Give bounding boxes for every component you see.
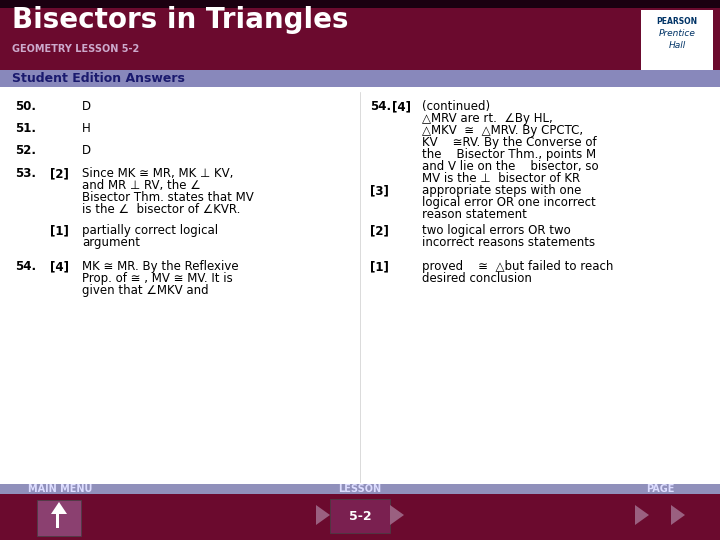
Bar	[0, 8, 720, 72]
Polygon shape	[671, 505, 685, 525]
Text: [4]: [4]	[392, 100, 411, 113]
Text: Prentice: Prentice	[659, 30, 696, 38]
Text: Student Edition Answers: Student Edition Answers	[12, 72, 185, 85]
Text: D: D	[82, 144, 91, 157]
Text: given that ∠MKV and: given that ∠MKV and	[82, 284, 209, 297]
Polygon shape	[51, 502, 67, 514]
Text: [2]: [2]	[50, 167, 69, 180]
Text: △MKV  ≅  △MRV. By CPCTC,: △MKV ≅ △MRV. By CPCTC,	[422, 124, 583, 137]
Text: [1]: [1]	[50, 224, 69, 237]
Text: [1]: [1]	[370, 260, 389, 273]
Text: appropriate steps with one: appropriate steps with one	[422, 184, 581, 197]
Text: MAIN MENU: MAIN MENU	[28, 484, 92, 494]
Text: 54.: 54.	[370, 100, 391, 113]
Text: (continued): (continued)	[422, 100, 490, 113]
Text: MK ≅ MR. By the Reflexive: MK ≅ MR. By the Reflexive	[82, 260, 238, 273]
Text: 53.: 53.	[15, 167, 36, 180]
Text: PAGE: PAGE	[646, 484, 674, 494]
Polygon shape	[56, 514, 59, 528]
Bar	[37, 500, 81, 536]
Text: [4]: [4]	[50, 260, 69, 273]
Text: 50.: 50.	[15, 100, 36, 113]
Text: Bisector Thm. states that MV: Bisector Thm. states that MV	[82, 191, 253, 204]
Text: △MRV are rt.  ∠By HL,: △MRV are rt. ∠By HL,	[422, 112, 553, 125]
Text: 5-2: 5-2	[348, 510, 372, 523]
Text: two logical errors OR two: two logical errors OR two	[422, 224, 571, 237]
Text: MV is the ⊥  bisector of KR: MV is the ⊥ bisector of KR	[422, 172, 580, 185]
Bar	[330, 499, 390, 533]
Text: GEOMETRY LESSON 5-2: GEOMETRY LESSON 5-2	[12, 44, 139, 54]
Text: the    Bisector Thm., points M: the Bisector Thm., points M	[422, 148, 596, 161]
Polygon shape	[316, 505, 330, 525]
Text: logical error OR one incorrect: logical error OR one incorrect	[422, 196, 595, 209]
Text: Since MK ≅ MR, MK ⊥ KV,: Since MK ≅ MR, MK ⊥ KV,	[82, 167, 233, 180]
Text: Hall: Hall	[668, 40, 685, 50]
Bar	[641, 10, 713, 70]
Text: [2]: [2]	[370, 224, 389, 237]
Bar	[0, 492, 720, 540]
Text: LESSON: LESSON	[338, 484, 382, 494]
Polygon shape	[635, 505, 649, 525]
Text: partially correct logical: partially correct logical	[82, 224, 218, 237]
Text: 52.: 52.	[15, 144, 36, 157]
Text: 54.: 54.	[15, 260, 36, 273]
Text: PEARSON: PEARSON	[657, 17, 698, 26]
Text: reason statement: reason statement	[422, 208, 527, 221]
Text: Bisectors in Triangles: Bisectors in Triangles	[12, 6, 348, 34]
Text: incorrect reasons statements: incorrect reasons statements	[422, 236, 595, 249]
Bar	[0, 0, 720, 8]
Text: proved    ≅  △but failed to reach: proved ≅ △but failed to reach	[422, 260, 613, 273]
Bar	[0, 86, 720, 492]
Bar	[0, 484, 720, 494]
Text: H: H	[82, 122, 91, 135]
Text: [3]: [3]	[370, 184, 389, 197]
Text: D: D	[82, 100, 91, 113]
Text: desired conclusion: desired conclusion	[422, 272, 532, 285]
Bar	[0, 70, 720, 87]
Text: KV    ≅RV. By the Converse of: KV ≅RV. By the Converse of	[422, 136, 597, 149]
Text: and V lie on the    bisector, so: and V lie on the bisector, so	[422, 160, 598, 173]
Text: and MR ⊥ RV, the ∠: and MR ⊥ RV, the ∠	[82, 179, 201, 192]
Polygon shape	[390, 505, 404, 525]
Text: argument: argument	[82, 236, 140, 249]
Text: Prop. of ≅ , MV ≅ MV. It is: Prop. of ≅ , MV ≅ MV. It is	[82, 272, 233, 285]
Text: 51.: 51.	[15, 122, 36, 135]
Text: is the ∠  bisector of ∠KVR.: is the ∠ bisector of ∠KVR.	[82, 203, 240, 216]
